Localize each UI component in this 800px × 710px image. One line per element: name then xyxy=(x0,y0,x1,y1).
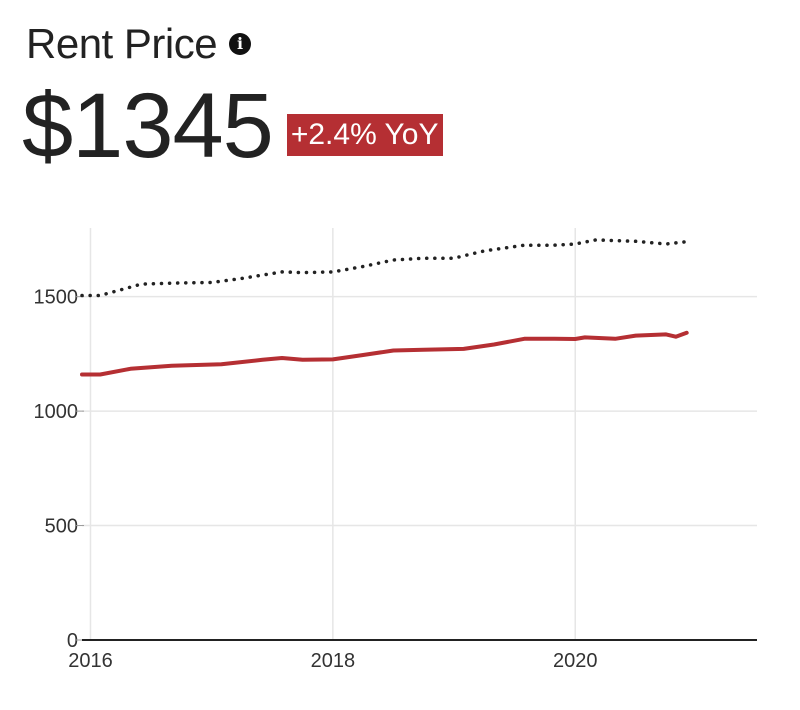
y-tick-label: 1500 xyxy=(34,287,79,309)
x-tick-label: 2016 xyxy=(68,650,113,672)
x-tick-label: 2020 xyxy=(553,650,598,672)
series-line-rent-price xyxy=(80,330,689,377)
title-row: Rent Price i xyxy=(26,14,252,74)
series-line-comparison xyxy=(80,238,689,298)
x-tick-label: 2018 xyxy=(311,650,356,672)
chart-title: Rent Price xyxy=(26,20,218,67)
y-tick-label: 500 xyxy=(45,516,78,538)
info-circle-icon[interactable]: i xyxy=(229,33,252,55)
y-tick-label: 1000 xyxy=(34,401,79,423)
price-row: $1345 +2.4% YoY xyxy=(22,78,443,174)
grid-layer xyxy=(82,228,757,640)
current-price: $1345 xyxy=(22,75,274,177)
yoy-change-badge: +2.4% YoY xyxy=(286,114,443,156)
y-tick-label: 0 xyxy=(67,630,78,652)
series-layer xyxy=(80,238,689,377)
axis-layer: 0 500 1000 1500 2016 2018 2020 xyxy=(34,287,757,672)
